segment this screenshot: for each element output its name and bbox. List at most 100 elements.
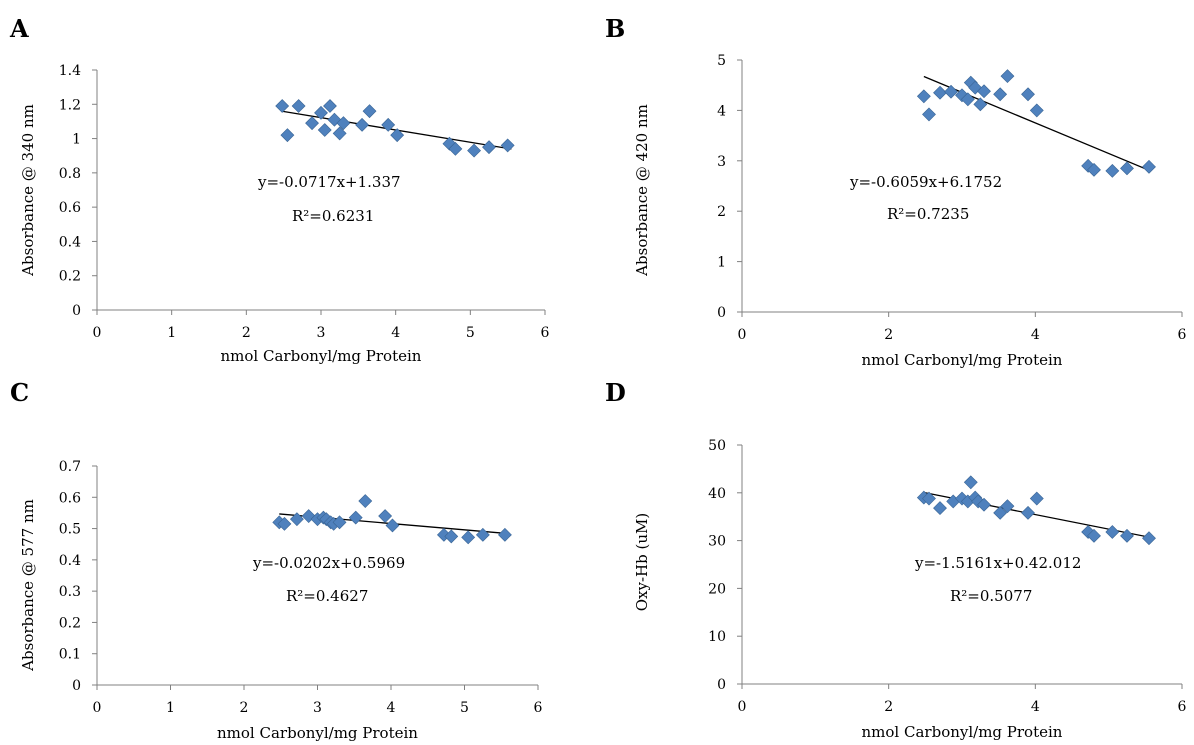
r-squared-label: R²=0.7235: [887, 205, 969, 223]
data-point: [960, 92, 975, 107]
y-tick-label: 0: [717, 305, 726, 321]
x-tick-label: 4: [1031, 327, 1040, 343]
panel-letter: C: [10, 378, 30, 407]
y-tick-label: 10: [708, 629, 726, 645]
panel-letter: A: [10, 14, 29, 43]
data-point: [973, 97, 988, 112]
y-tick-label: 0.1: [59, 647, 81, 663]
r-squared-label: R²=0.5077: [950, 587, 1032, 605]
trendline-equation: y=-0.6059x+6.1752: [849, 173, 1002, 191]
data-point: [1087, 162, 1101, 177]
data-point: [922, 107, 936, 122]
data-point: [390, 128, 405, 143]
data-point: [461, 530, 476, 545]
data-point: [1087, 528, 1101, 543]
y-tick-label: 0.7: [59, 459, 81, 475]
data-point: [933, 85, 947, 100]
data-point: [1142, 531, 1156, 546]
y-tick-label: 0: [717, 677, 726, 693]
x-tick-label: 0: [738, 699, 747, 715]
x-tick-label: 0: [738, 327, 747, 343]
r-squared-label: R²=0.4627: [286, 587, 368, 605]
x-tick-label: 1: [167, 325, 176, 341]
x-tick-label: 4: [1031, 699, 1040, 715]
data-point: [1000, 69, 1015, 84]
data-point: [277, 516, 292, 531]
x-tick-label: 4: [391, 325, 400, 341]
data-point: [977, 497, 991, 512]
trendline-equation: y=-0.0202x+0.5969: [252, 554, 405, 572]
y-tick-label: 0: [72, 303, 81, 319]
x-tick-label: 2: [884, 327, 893, 343]
y-axis-label: Absorbance @ 340 nm: [19, 104, 37, 277]
x-tick-label: 0: [93, 700, 102, 716]
panel-d: D 0 10 20 30 40 50 0 2 4 6 nmol Carbonyl/mg Protei…: [597, 372, 1194, 745]
y-tick-label: 30: [708, 534, 726, 550]
data-point: [1021, 505, 1035, 520]
data-point: [332, 126, 347, 141]
x-tick-label: 2: [242, 325, 251, 341]
data-point: [358, 494, 373, 508]
data-point: [1000, 499, 1015, 514]
y-tick-label: 40: [708, 486, 726, 502]
y-axis-label: Absorbance @ 577 nm: [19, 499, 37, 672]
data-point: [933, 501, 947, 516]
data-point: [977, 84, 991, 99]
chart-c: 0 0.1 0.2 0.3 0.4 0.5 0.6 0.7 0 1 2 3 4 5 6 nmol Carbon…: [19, 459, 543, 742]
data-point: [280, 128, 295, 143]
data-point: [314, 105, 328, 120]
x-axis-label: nmol Carbonyl/mg Protein: [862, 723, 1063, 741]
trendline: [923, 75, 1150, 171]
x-tick-label: 6: [1178, 699, 1187, 715]
x-tick-label: 3: [313, 700, 322, 716]
y-tick-label: 1.4: [59, 63, 81, 79]
data-point: [275, 99, 290, 113]
data-point: [291, 99, 306, 113]
data-point: [444, 529, 459, 544]
data-point: [381, 117, 396, 132]
y-axis-label: Oxy-Hb (uM): [633, 513, 651, 611]
data-point: [916, 89, 931, 104]
x-axis-label: nmol Carbonyl/mg Protein: [862, 351, 1063, 369]
data-point: [922, 491, 936, 506]
data-point: [1105, 525, 1120, 539]
trendline-equation: y=-1.5161x+0.42.012: [914, 554, 1081, 572]
data-point: [336, 116, 351, 131]
x-tick-label: 6: [1178, 327, 1187, 343]
trendline-equation: y=-0.0717x+1.337: [257, 173, 401, 191]
data-point: [993, 505, 1008, 520]
y-tick-label: 50: [708, 438, 726, 454]
data-point: [944, 84, 958, 99]
data-point: [1105, 163, 1120, 178]
x-tick-label: 2: [884, 699, 893, 715]
data-point: [448, 141, 463, 156]
y-tick-label: 0.4: [59, 234, 81, 250]
x-axis-label: nmol Carbonyl/mg Protein: [217, 724, 418, 742]
data-point: [1029, 491, 1044, 506]
data-point: [500, 138, 515, 153]
x-tick-label: 0: [93, 325, 102, 341]
data-point: [385, 518, 400, 533]
y-tick-label: 0.8: [59, 166, 81, 182]
data-point: [355, 117, 369, 132]
data-point: [1120, 161, 1134, 176]
y-tick-label: 2: [717, 204, 726, 220]
x-tick-label: 3: [317, 325, 326, 341]
data-point: [317, 123, 332, 137]
panel-b: B 0 1 2 3 4 5 0 2 4 6 nmol Carbonyl/mg Protein Abso…: [597, 0, 1194, 372]
data-point: [963, 475, 978, 490]
data-point: [498, 527, 512, 542]
data-point: [1021, 87, 1035, 102]
x-tick-label: 5: [460, 700, 469, 716]
data-point: [1120, 528, 1134, 543]
x-tick-label: 6: [534, 700, 543, 716]
data-point: [362, 104, 377, 119]
r-squared-label: R²=0.6231: [292, 207, 374, 225]
y-tick-label: 1.2: [59, 97, 81, 113]
chart-d: 0 10 20 30 40 50 0 2 4 6 nmol Carbonyl/mg Protein O…: [633, 438, 1187, 741]
y-tick-label: 5: [717, 53, 726, 69]
x-tick-label: 1: [166, 700, 175, 716]
y-axis-label: Absorbance @ 420 nm: [633, 104, 651, 277]
data-point: [378, 509, 393, 523]
data-point: [1142, 159, 1156, 174]
